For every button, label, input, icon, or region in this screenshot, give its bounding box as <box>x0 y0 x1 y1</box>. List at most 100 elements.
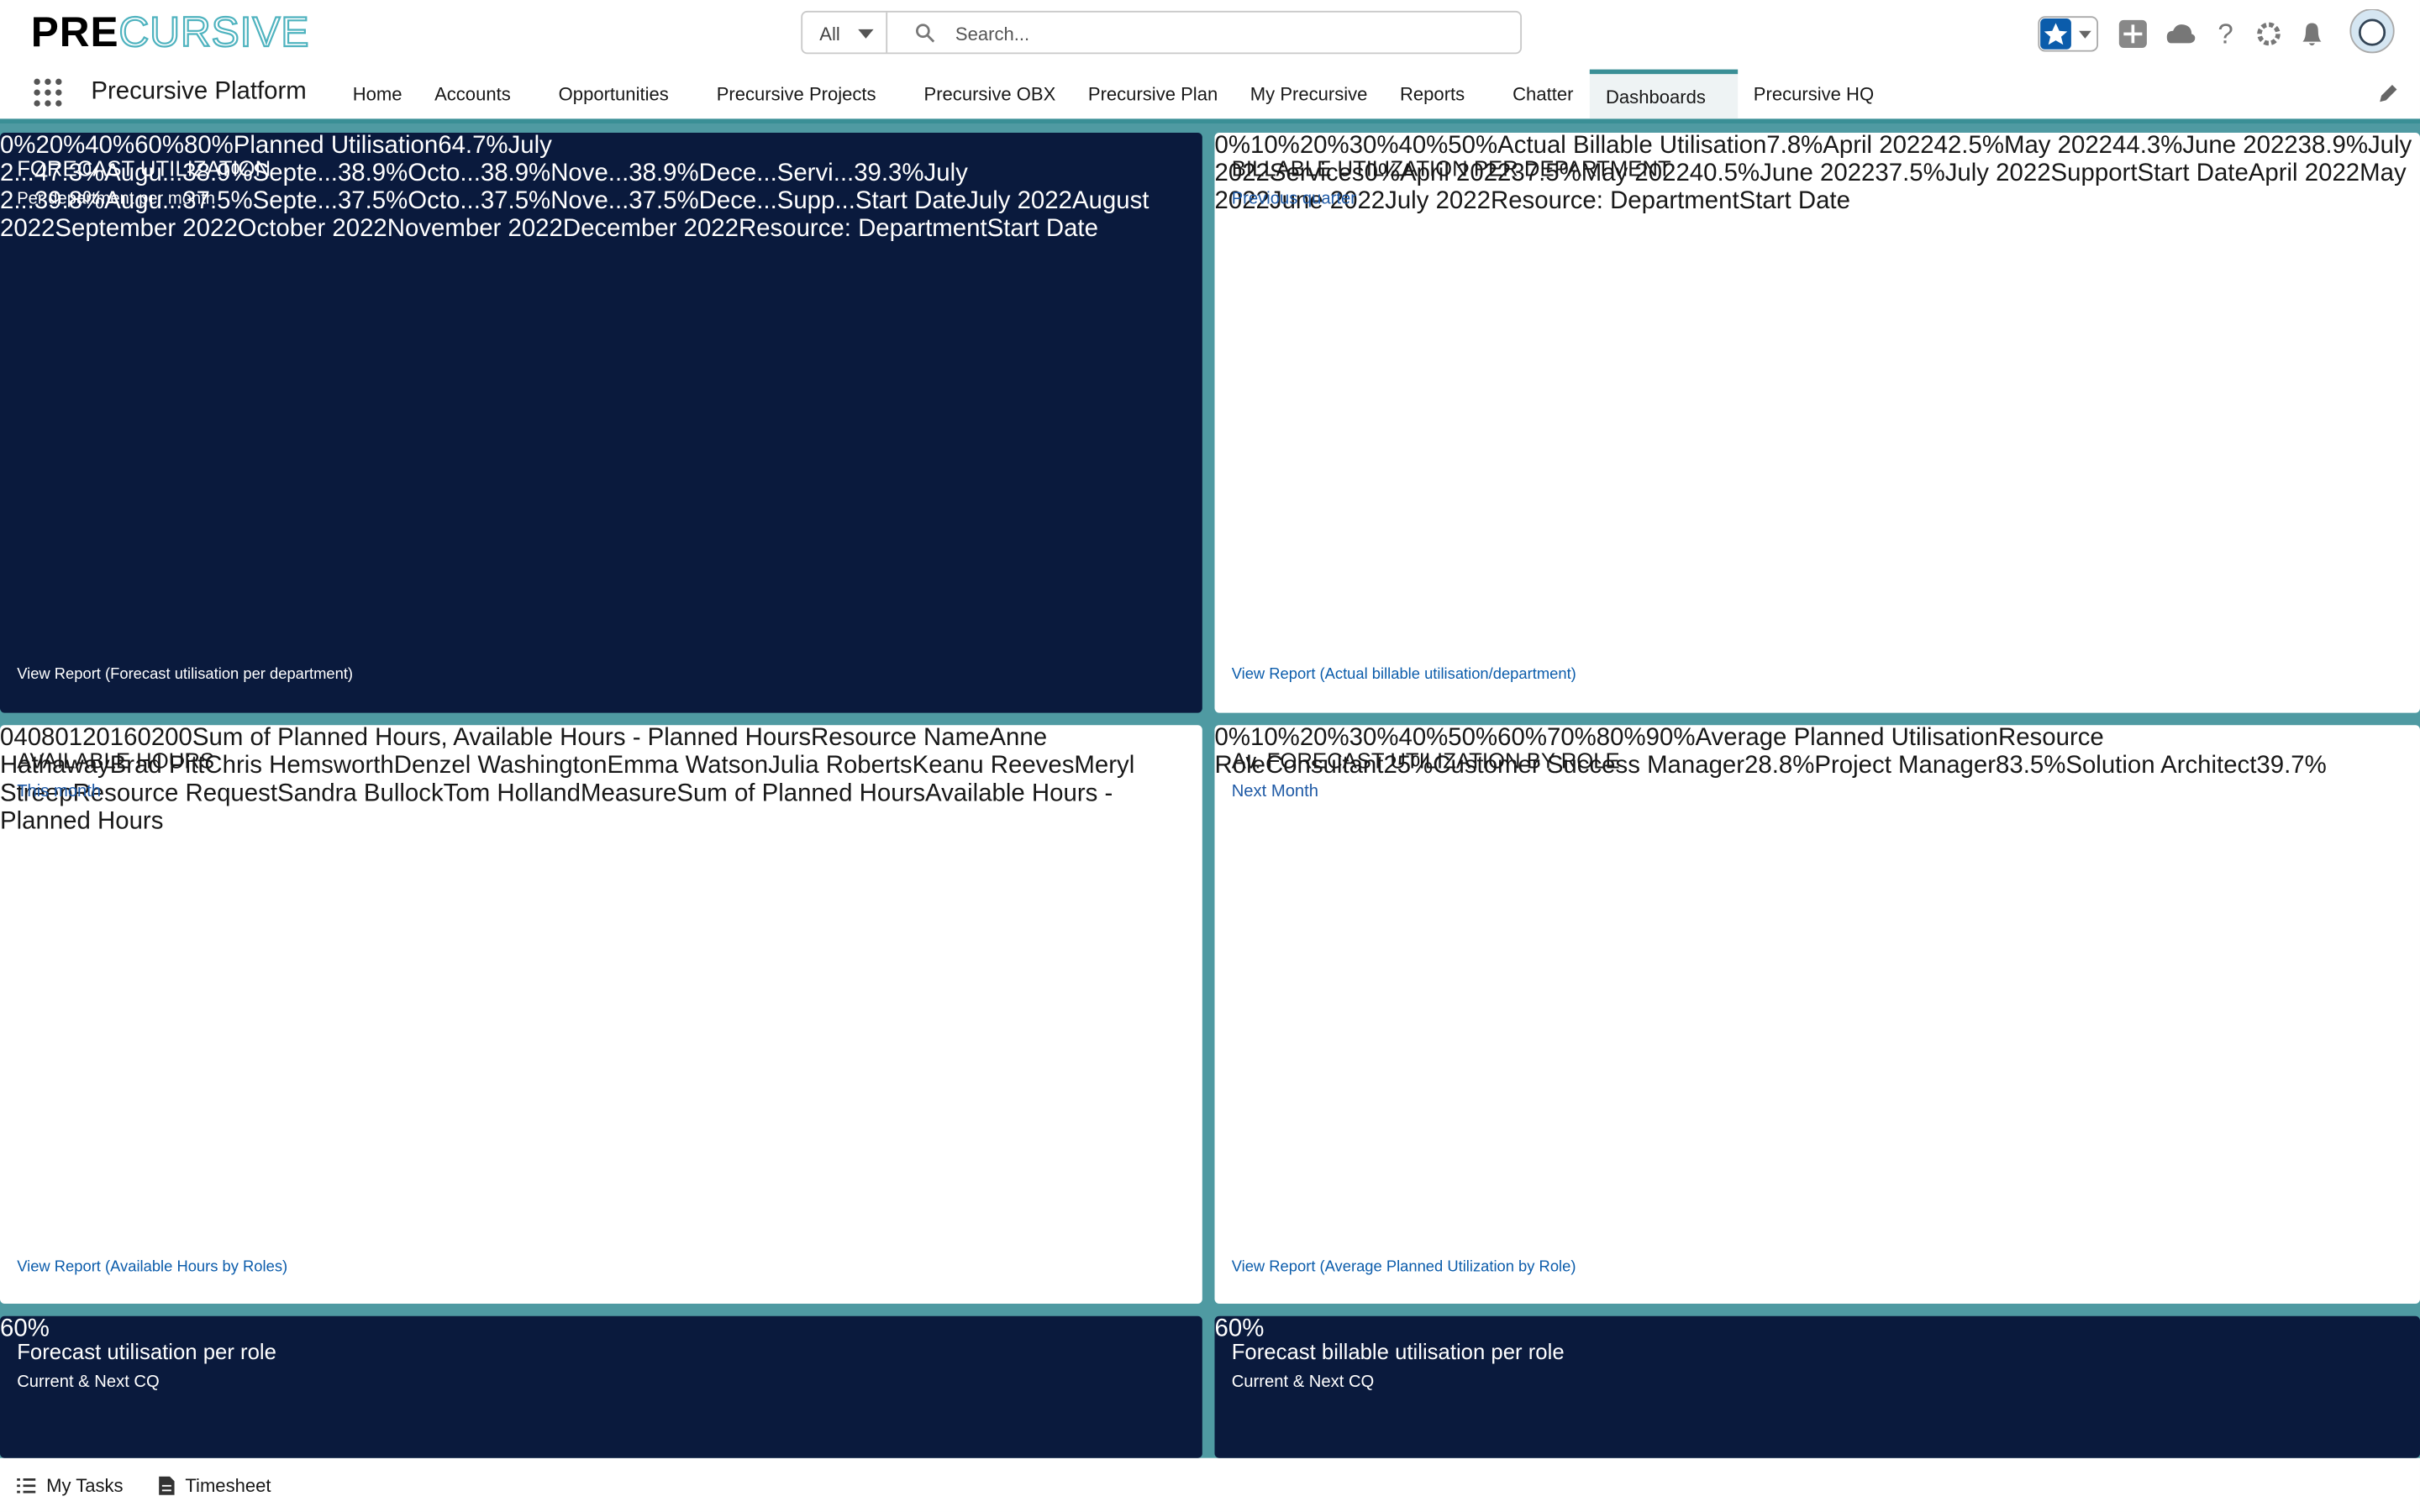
x-tick-label: Dece... <box>698 188 777 215</box>
app-launcher[interactable] <box>33 77 64 108</box>
nav-item[interactable]: Opportunities <box>542 70 700 119</box>
nav-item[interactable]: Chatter <box>1497 70 1590 119</box>
data-label: 38.9% <box>337 160 408 187</box>
plus <box>2123 24 2143 44</box>
y-tick-label: 0% <box>1214 132 1250 160</box>
y-tick-label: 0% <box>0 132 36 160</box>
nav-item[interactable]: Reports <box>1384 70 1497 119</box>
y-tick-label: 30% <box>1349 132 1399 160</box>
nav-item[interactable]: Accounts <box>418 70 543 119</box>
x-tick-label: June 2022 <box>1760 160 1876 187</box>
legend-label: Available Hours - Planned Hours <box>0 780 1113 835</box>
data-label: 37.5% <box>182 188 253 215</box>
legend-label: July 2022 <box>1385 188 1491 215</box>
x-tick-label: Augu... <box>104 188 183 215</box>
x-tick-label: Nove... <box>550 160 629 187</box>
utility-item[interactable]: My Tasks <box>46 1474 124 1497</box>
data-label: 28.8% <box>1744 753 1815 780</box>
nav-item-label: Opportunities <box>558 83 669 105</box>
legend-label: October 2022 <box>237 216 387 243</box>
dashboard-panel: 0%20%40%60%80%Planned Utilisation64.7%Ju… <box>0 132 1202 713</box>
axis-path: Resource: Department <box>738 216 987 243</box>
dashboard-panel: 0%10%20%30%40%50%60%70%80%90%Average Pla… <box>1214 725 2420 1305</box>
x-tick-label: 90% <box>1645 725 1696 752</box>
y-tick-label: Brad Pitt <box>109 753 205 780</box>
x-tick-label: Septe... <box>252 160 338 187</box>
nav-item-label: Dashboards <box>1606 85 1706 108</box>
help-icon[interactable]: ? <box>2217 18 2233 50</box>
edit-nav[interactable] <box>2377 83 2399 105</box>
view-report-link[interactable]: View Report (Available Hours by Roles) <box>17 1258 288 1276</box>
legend-label: July 2022 <box>966 188 1072 215</box>
panel-subtitle: Current & Next CQ <box>17 1373 160 1392</box>
nav-item[interactable]: Home <box>336 70 418 119</box>
nav-item[interactable]: Precursive HQ <box>1738 70 1891 119</box>
avatar-face <box>2358 18 2386 46</box>
trailhead-icon[interactable] <box>2166 24 2196 44</box>
notifications-icon[interactable] <box>2302 23 2322 46</box>
utility-item[interactable]: Timesheet <box>185 1474 271 1497</box>
y-tick-label: 80% <box>183 132 234 160</box>
panel-title: FORECAST UTILIZATION <box>17 155 271 181</box>
search-scope[interactable]: All <box>819 23 840 45</box>
timesheet-icon <box>159 1476 175 1495</box>
search-icon <box>916 24 935 43</box>
legend-label: November 2022 <box>387 216 563 243</box>
group-label: Support <box>2050 160 2138 187</box>
star <box>2044 23 2068 45</box>
data-label: 39.8% <box>34 188 105 215</box>
y-tick-label: Denzel Washington <box>393 753 608 780</box>
panel-subtitle: This month <box>17 782 102 801</box>
y-tick-label: Solution Architect <box>2065 753 2257 780</box>
chart: 0%20%40%60%80%Planned Utilisation64.7%Ju… <box>0 133 1202 244</box>
data-label: 47.3% <box>34 160 105 187</box>
panel-title: Forecast utilisation per role <box>17 1339 276 1364</box>
y-tick-label: Anne Hathaway <box>0 725 1048 780</box>
settings-icon[interactable] <box>2257 22 2281 46</box>
view-report-link[interactable]: View Report (Forecast utilisation per de… <box>17 666 354 684</box>
nav-item-label: Home <box>352 83 402 105</box>
data-label: 39.7% <box>2256 753 2327 780</box>
search-box[interactable]: All Search... <box>801 10 1523 55</box>
y-tick-label: 10% <box>1249 132 1300 160</box>
legend-label: Sum of Planned Hours <box>676 780 926 807</box>
data-label: 38.9% <box>480 160 551 187</box>
view-report-link[interactable]: View Report (Actual billable utilisation… <box>1231 666 1576 684</box>
legend-label: December 2022 <box>562 216 739 243</box>
nav-item[interactable]: Precursive OBX <box>908 70 1071 119</box>
y-tick-label: Resource Request <box>72 780 277 807</box>
panel-title: Av. FORECAST UTILIZATION BY ROLE <box>1231 748 1620 774</box>
search-placeholder: Search... <box>955 23 1030 45</box>
view-report-link[interactable]: View Report (Average Planned Utilization… <box>1231 1258 1576 1276</box>
nav-item[interactable]: My Precursive <box>1234 70 1384 119</box>
data-label: 38.9% <box>629 160 699 187</box>
x-tick-label: 50% <box>1448 725 1498 752</box>
chart: 0%10%20%30%40%50%60%70%80%90%Average Pla… <box>1215 725 2420 780</box>
x-tick-label: July 2022 <box>1944 160 2051 187</box>
data-label: 37.5% <box>629 188 699 215</box>
nav-item[interactable]: Precursive Plan <box>1072 70 1234 119</box>
x-tick-label: 60% <box>1497 725 1547 752</box>
logo[interactable]: PRECURSIVE <box>31 8 310 57</box>
nav-item[interactable]: Precursive Projects <box>700 70 908 119</box>
x-tick-label: Nove... <box>550 188 629 215</box>
x-tick-label: Octo... <box>408 188 481 215</box>
x-tick-label: 70% <box>1546 725 1597 752</box>
x-tick-label: 20% <box>1299 725 1349 752</box>
legend-label: June 2022 <box>1269 188 1386 215</box>
data-label: 25% <box>1383 753 1434 780</box>
x-tick-label: 80% <box>1596 725 1646 752</box>
logo-outline: CURSIVE <box>118 8 310 56</box>
y-axis-title: Resource Role <box>1214 725 2104 780</box>
caret <box>2079 30 2091 39</box>
dashboard-panel: 60% Forecast billable utilisation per rol… <box>1214 1315 2420 1458</box>
legend-label: August 2022 <box>0 188 1150 243</box>
nav-item[interactable]: Dashboards <box>1589 69 1738 119</box>
x-tick-label: Augu... <box>104 160 183 187</box>
chart: 60% <box>1215 1316 1265 1344</box>
panel-title: BILLABLE UTILIZATION PER DEPARTMENT <box>1231 155 1671 181</box>
group-label: Supp... <box>776 188 855 215</box>
data-label: 37.5% <box>337 188 408 215</box>
x-tick-label: Septe... <box>252 188 338 215</box>
